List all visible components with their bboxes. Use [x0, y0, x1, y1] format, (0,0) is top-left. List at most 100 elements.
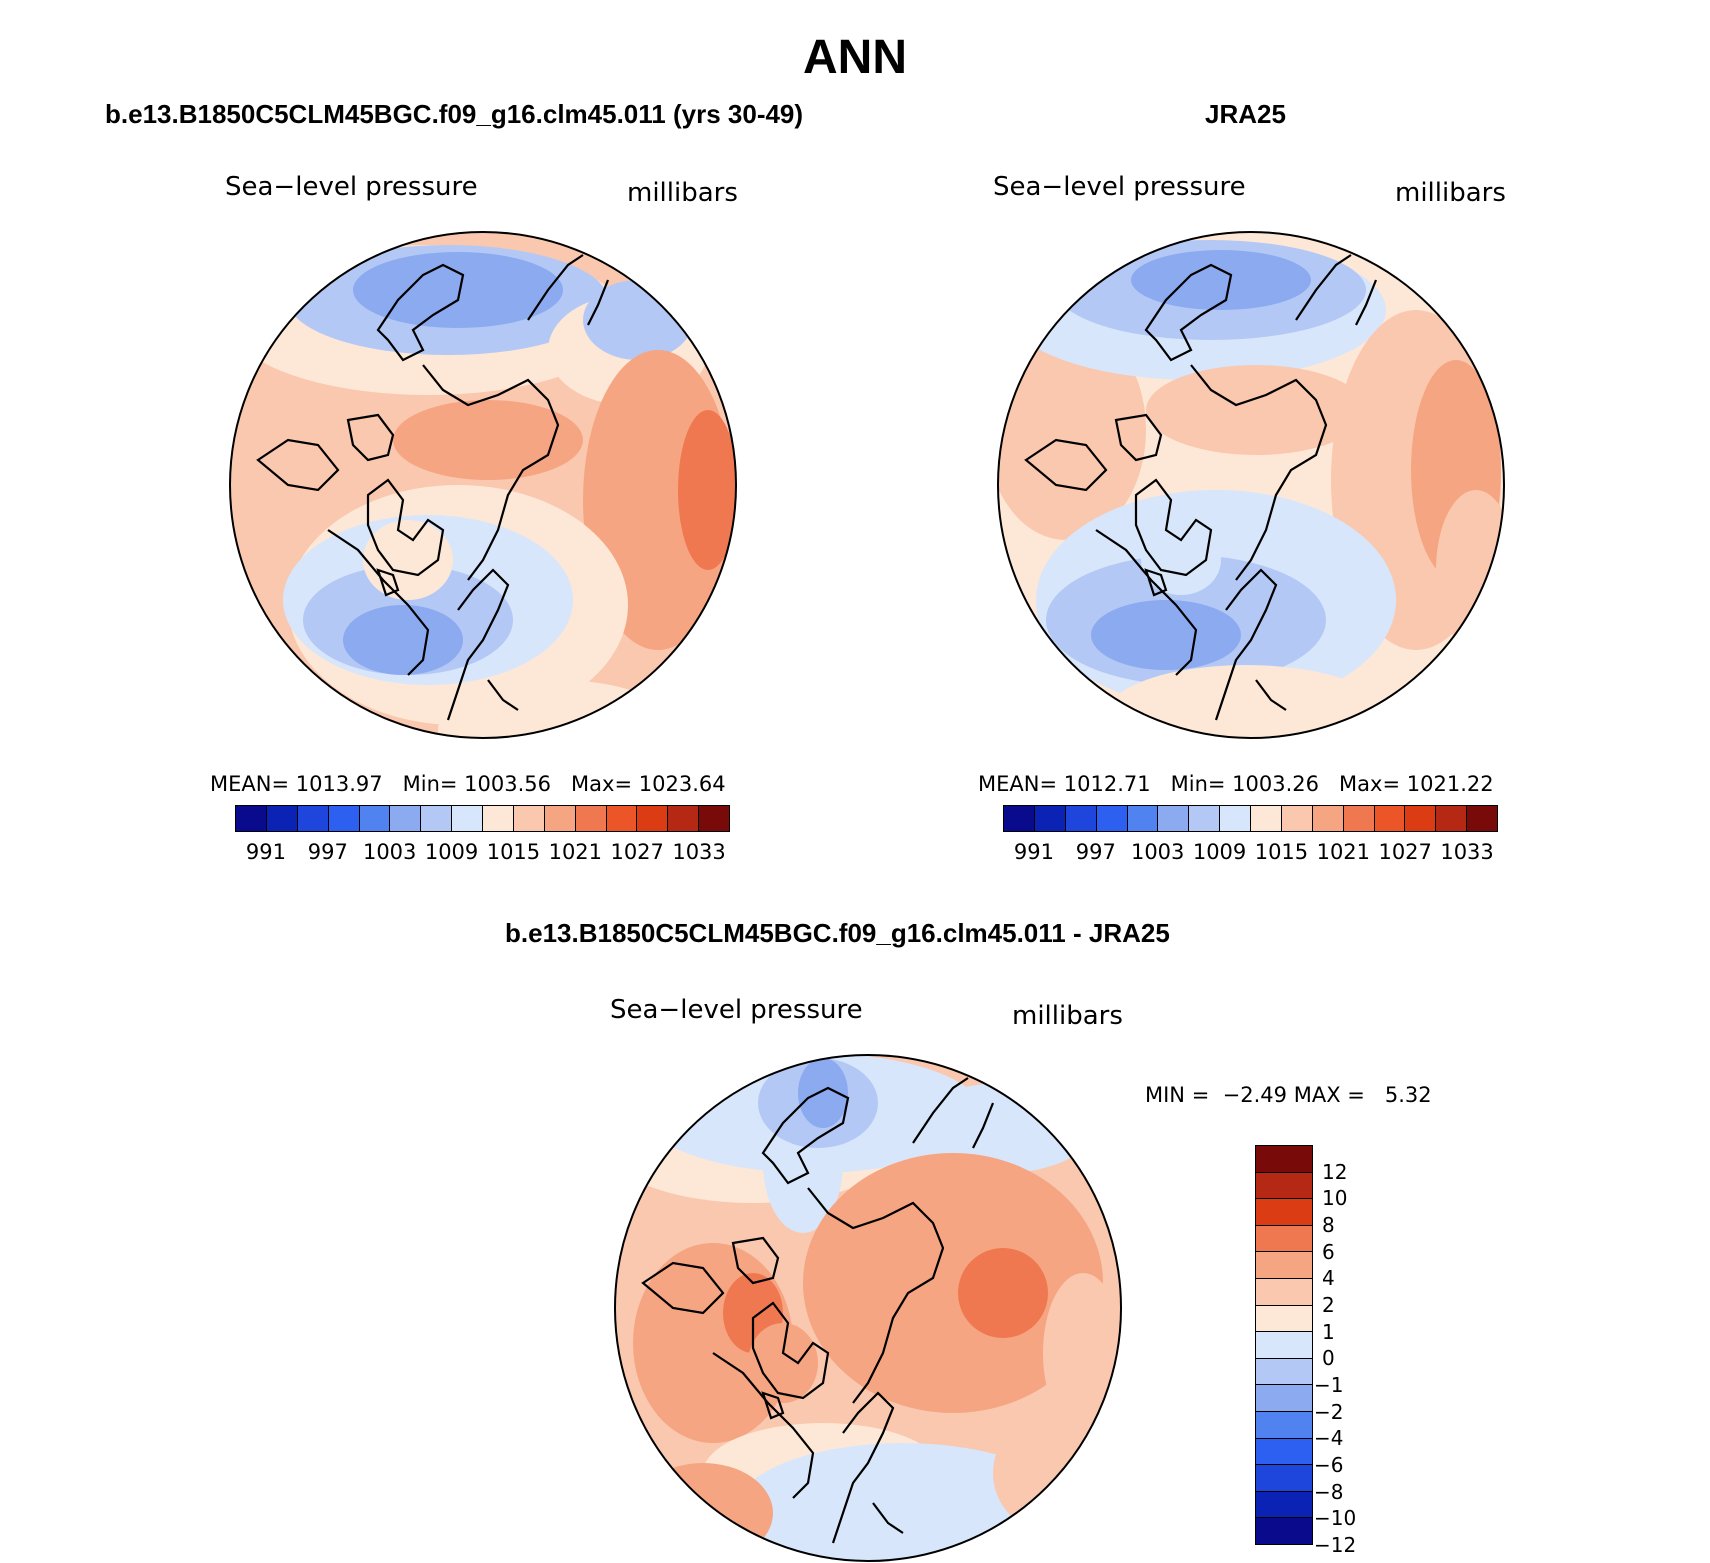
diff-panel-title: b.e13.B1850C5CLM45BGC.f09_g16.clm45.011 …: [505, 918, 1170, 948]
colorbar-tick-label: −1: [1314, 1373, 1344, 1397]
colorbar-tick-label: 1: [1322, 1319, 1335, 1344]
obs-colorbar: [1003, 805, 1498, 832]
diff-polar-map: [614, 1054, 1122, 1562]
obs-min-label: Min=: [1170, 772, 1226, 796]
model-coastlines: [256, 254, 610, 721]
colorbar-swatch: [1220, 806, 1251, 831]
colorbar-swatch: [1436, 806, 1468, 831]
obs-max-label: Max=: [1339, 772, 1401, 796]
colorbar-tick-label: 1027: [1378, 840, 1432, 864]
obs-coastlines: [1024, 254, 1378, 721]
colorbar-swatch: [1256, 1332, 1312, 1359]
colorbar-swatch: [1405, 806, 1437, 831]
model-mean-label: MEAN=: [210, 772, 290, 796]
colorbar-swatch: [421, 806, 453, 831]
colorbar-swatch: [606, 806, 638, 831]
diff-max-value: 5.32: [1384, 1083, 1432, 1107]
colorbar-swatch: [1256, 1172, 1312, 1200]
diff-coastlines: [641, 1077, 995, 1544]
diff-min-value: −2.49: [1222, 1083, 1288, 1107]
colorbar-swatch: [390, 806, 422, 831]
model-polar-map: [229, 231, 737, 739]
colorbar-tick-label: −8: [1314, 1479, 1344, 1504]
colorbar-swatch: [637, 806, 669, 831]
obs-panel-title: JRA25: [1205, 99, 1286, 129]
colorbar-swatch: [1096, 806, 1128, 831]
colorbar-tick-label: 1015: [486, 840, 541, 864]
model-min-label: Min=: [402, 772, 458, 796]
colorbar-swatch: [1256, 1278, 1312, 1306]
colorbar-swatch: [1189, 806, 1221, 831]
colorbar-swatch: [1256, 1518, 1312, 1544]
model-mean-value: 1013.97: [295, 772, 383, 796]
colorbar-tick-label: 1033: [672, 840, 726, 864]
colorbar-swatch: [1343, 806, 1375, 831]
colorbar-swatch: [1256, 1438, 1312, 1466]
colorbar-swatch: [1251, 806, 1282, 831]
colorbar-tick-label: 1015: [1254, 840, 1309, 864]
colorbar-swatch: [1467, 806, 1497, 831]
diff-colorbar: [1255, 1145, 1313, 1545]
diff-units-label: millibars: [1012, 1001, 1123, 1031]
colorbar-tick-label: 997: [1075, 840, 1116, 864]
model-stats: MEAN= 1013.97 Min= 1003.56 Max= 1023.64: [210, 772, 726, 796]
colorbar-swatch: [1034, 806, 1066, 831]
colorbar-tick-label: 991: [1013, 840, 1054, 864]
colorbar-swatch: [1256, 1252, 1312, 1279]
model-max-label: Max=: [571, 772, 633, 796]
figure-title: ANN: [803, 31, 907, 84]
model-variable-label: Sea−level pressure: [225, 172, 478, 202]
colorbar-tick-label: 991: [245, 840, 286, 864]
colorbar-tick-label: 8: [1322, 1213, 1335, 1237]
colorbar-tick-label: −4: [1314, 1426, 1344, 1451]
colorbar-swatch: [699, 806, 729, 831]
colorbar-tick-label: 1021: [548, 840, 603, 864]
colorbar-swatch: [1158, 806, 1190, 831]
colorbar-swatch: [1256, 1305, 1312, 1333]
diff-max-label: MAX =: [1293, 1083, 1365, 1107]
colorbar-swatch: [236, 806, 267, 831]
colorbar-swatch: [1065, 806, 1097, 831]
obs-mean-label: MEAN=: [978, 772, 1058, 796]
colorbar-tick-label: 12: [1322, 1159, 1348, 1184]
colorbar-tick-label: 1021: [1316, 840, 1371, 864]
obs-colorbar-ticks: 991 997 1003 1009 1015 1021 1027 1033: [1003, 840, 1498, 866]
colorbar-swatch: [1256, 1199, 1312, 1226]
colorbar-swatch: [1312, 806, 1344, 831]
diff-min-label: MIN =: [1145, 1083, 1210, 1107]
colorbar-swatch: [1256, 1385, 1312, 1412]
colorbar-tick-label: 1027: [610, 840, 664, 864]
colorbar-tick-label: 4: [1322, 1266, 1335, 1291]
diff-colorbar-ticks: 12 10 8 6 4 2 1 0 −1 −2 −4 −6 −8 −10 −12: [1314, 1145, 1382, 1557]
colorbar-swatch: [513, 806, 545, 831]
obs-min-value: 1003.26: [1232, 772, 1320, 796]
obs-mean-value: 1012.71: [1063, 772, 1151, 796]
colorbar-swatch: [266, 806, 298, 831]
model-max-value: 1023.64: [638, 772, 726, 796]
colorbar-swatch: [668, 806, 700, 831]
model-contour-fill: [230, 232, 736, 738]
model-units-label: millibars: [627, 178, 738, 208]
colorbar-swatch: [1256, 1411, 1312, 1439]
colorbar-swatch: [1281, 806, 1313, 831]
colorbar-swatch: [483, 806, 514, 831]
colorbar-swatch: [1256, 1225, 1312, 1253]
colorbar-tick-label: 0: [1322, 1346, 1335, 1371]
diff-contour-fill: [615, 1055, 1121, 1561]
colorbar-swatch: [297, 806, 329, 831]
obs-stats: MEAN= 1012.71 Min= 1003.26 Max= 1021.22: [978, 772, 1494, 796]
colorbar-swatch: [1256, 1146, 1312, 1173]
model-panel-title: b.e13.B1850C5CLM45BGC.f09_g16.clm45.011 …: [105, 99, 804, 129]
colorbar-swatch: [1256, 1491, 1312, 1519]
obs-contour-fill: [998, 232, 1504, 738]
colorbar-tick-label: 1033: [1440, 840, 1494, 864]
colorbar-tick-label: −6: [1314, 1453, 1344, 1477]
colorbar-tick-label: 1003: [362, 840, 417, 864]
colorbar-tick-label: 1003: [1130, 840, 1185, 864]
colorbar-swatch: [452, 806, 483, 831]
obs-units-label: millibars: [1395, 178, 1506, 208]
colorbar-tick-label: −2: [1314, 1399, 1344, 1424]
colorbar-swatch: [1256, 1358, 1312, 1386]
obs-max-value: 1021.22: [1406, 772, 1494, 796]
model-min-value: 1003.56: [464, 772, 552, 796]
